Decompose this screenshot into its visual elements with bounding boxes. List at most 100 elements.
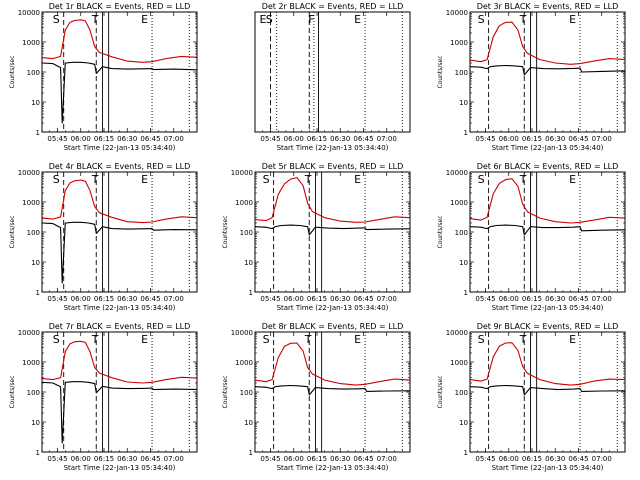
marker-label: E — [569, 13, 576, 26]
x-tick-label: 06:00 — [284, 295, 304, 303]
y-tick-label: 10000 — [446, 169, 468, 177]
y-axis-label: Counts/sec — [222, 375, 229, 408]
x-tick-label: 06:15 — [307, 135, 327, 143]
x-tick-label: 07:00 — [377, 295, 397, 303]
y-tick-label: 10 — [459, 259, 468, 267]
x-tick-label: 06:00 — [71, 135, 91, 143]
x-tick-label: 06:30 — [330, 135, 350, 143]
y-tick-label: 1 — [464, 129, 468, 137]
y-tick-label: 10000 — [446, 329, 468, 337]
series-events-line — [470, 64, 625, 76]
panel-title: Det 6r BLACK = Events, RED = LLD — [477, 162, 619, 171]
series-lld-line — [470, 178, 625, 224]
y-tick-label: 10 — [31, 259, 40, 267]
y-tick-label: 1 — [249, 289, 253, 297]
panel-det-8: Det 8r BLACK = Events, RED = LLD 1 10 100 10… — [222, 322, 411, 472]
y-tick-label: 1 — [36, 449, 40, 457]
y-tick-label: 1000 — [450, 39, 468, 47]
panel-det-4: Det 4r BLACK = Events, RED = LLD 1 10 100 10… — [9, 162, 198, 312]
marker-label: S — [53, 333, 60, 346]
marker-label: S — [478, 13, 485, 26]
y-tick-label: 1000 — [235, 199, 253, 207]
x-tick-label: 05:45 — [475, 135, 495, 143]
panel-title: Det 3r BLACK = Events, RED = LLD — [477, 2, 619, 11]
x-tick-label: 07:00 — [377, 455, 397, 463]
x-axis-label: Start Time (22-Jan-13 05:34:40) — [492, 304, 604, 312]
x-tick-label: 06:00 — [71, 455, 91, 463]
series-lld-line — [42, 19, 197, 63]
marker-label: E — [141, 173, 148, 186]
panel-title: Det 8r BLACK = Events, RED = LLD — [262, 322, 404, 331]
plot-frame — [41, 331, 198, 453]
marker-label: T — [519, 173, 527, 186]
x-tick-label: 05:45 — [47, 455, 67, 463]
x-tick-label: 06:30 — [117, 135, 137, 143]
x-tick-label: 05:45 — [260, 455, 280, 463]
marker-label: S — [263, 333, 270, 346]
x-tick-label: 06:45 — [140, 295, 160, 303]
y-tick-label: 10 — [244, 419, 253, 427]
x-axis-label: Start Time (22-Jan-13 05:34:40) — [492, 464, 604, 472]
marker-label: T — [519, 333, 527, 346]
x-tick-label: 06:30 — [545, 455, 565, 463]
y-tick-label: 10 — [31, 99, 40, 107]
x-tick-label: 06:15 — [94, 295, 114, 303]
x-axis-label: Start Time (22-Jan-13 05:34:40) — [277, 304, 389, 312]
y-axis-label: Counts/sec — [222, 215, 229, 248]
x-axis-label: Start Time (22-Jan-13 05:34:40) — [277, 144, 389, 152]
series-events-line — [42, 221, 197, 284]
x-axis-label: Start Time (22-Jan-13 05:34:40) — [277, 464, 389, 472]
y-tick-label: 10000 — [18, 329, 40, 337]
y-tick-label: 10000 — [18, 9, 40, 17]
x-tick-label: 05:45 — [47, 135, 67, 143]
x-axis-label: Start Time (22-Jan-13 05:34:40) — [64, 464, 176, 472]
marker-label: T — [91, 173, 99, 186]
x-tick-label: 05:45 — [47, 295, 67, 303]
plot-frame — [254, 11, 411, 133]
y-tick-label: 1 — [36, 289, 40, 297]
y-tick-label: 100 — [27, 69, 40, 77]
marker-label: E — [141, 333, 148, 346]
series-events-line — [470, 384, 625, 396]
y-axis-label: Counts/sec — [437, 215, 444, 248]
plot-frame — [469, 11, 626, 133]
y-tick-label: 100 — [240, 229, 253, 237]
x-tick-label: 07:00 — [377, 135, 397, 143]
marker-label: E — [141, 13, 148, 26]
panel-det-7: Det 7r BLACK = Events, RED = LLD 1 10 100 10… — [9, 322, 198, 472]
x-tick-label: 06:30 — [545, 295, 565, 303]
x-tick-label: 06:45 — [568, 135, 588, 143]
y-tick-label: 100 — [455, 69, 468, 77]
x-tick-label: 05:45 — [260, 295, 280, 303]
x-tick-label: 07:00 — [592, 295, 612, 303]
x-tick-label: 06:45 — [140, 135, 160, 143]
y-tick-label: 1000 — [235, 359, 253, 367]
panel-title: Det 2r BLACK = Events, RED = LLD — [262, 2, 404, 11]
panel-det-3: Det 3r BLACK = Events, RED = LLD 1 10 100 10… — [437, 2, 626, 152]
y-tick-label: 1000 — [22, 359, 40, 367]
y-tick-label: 10000 — [231, 169, 253, 177]
marker-label: S — [266, 13, 273, 26]
y-tick-label: 1000 — [450, 359, 468, 367]
x-tick-label: 06:15 — [94, 455, 114, 463]
y-tick-label: 100 — [240, 389, 253, 397]
marker-label: E — [354, 333, 361, 346]
x-tick-label: 05:45 — [475, 455, 495, 463]
y-tick-label: 1000 — [22, 39, 40, 47]
marker-label: T — [91, 333, 99, 346]
x-tick-label: 06:30 — [117, 295, 137, 303]
panel-det-5: Det 5r BLACK = Events, RED = LLD 1 10 100 10… — [222, 162, 411, 312]
panel-title: Det 7r BLACK = Events, RED = LLD — [49, 322, 191, 331]
marker-label: E — [354, 13, 361, 26]
y-tick-label: 10 — [459, 419, 468, 427]
panel-title: Det 4r BLACK = Events, RED = LLD — [49, 162, 191, 171]
x-tick-label: 06:30 — [330, 455, 350, 463]
y-axis-label: Counts/sec — [9, 55, 16, 88]
plot-frame — [469, 331, 626, 453]
y-tick-label: 10000 — [231, 329, 253, 337]
x-tick-label: 06:15 — [307, 295, 327, 303]
y-axis-label: Counts/sec — [437, 375, 444, 408]
series-lld-line — [255, 177, 410, 223]
x-tick-label: 06:45 — [353, 455, 373, 463]
